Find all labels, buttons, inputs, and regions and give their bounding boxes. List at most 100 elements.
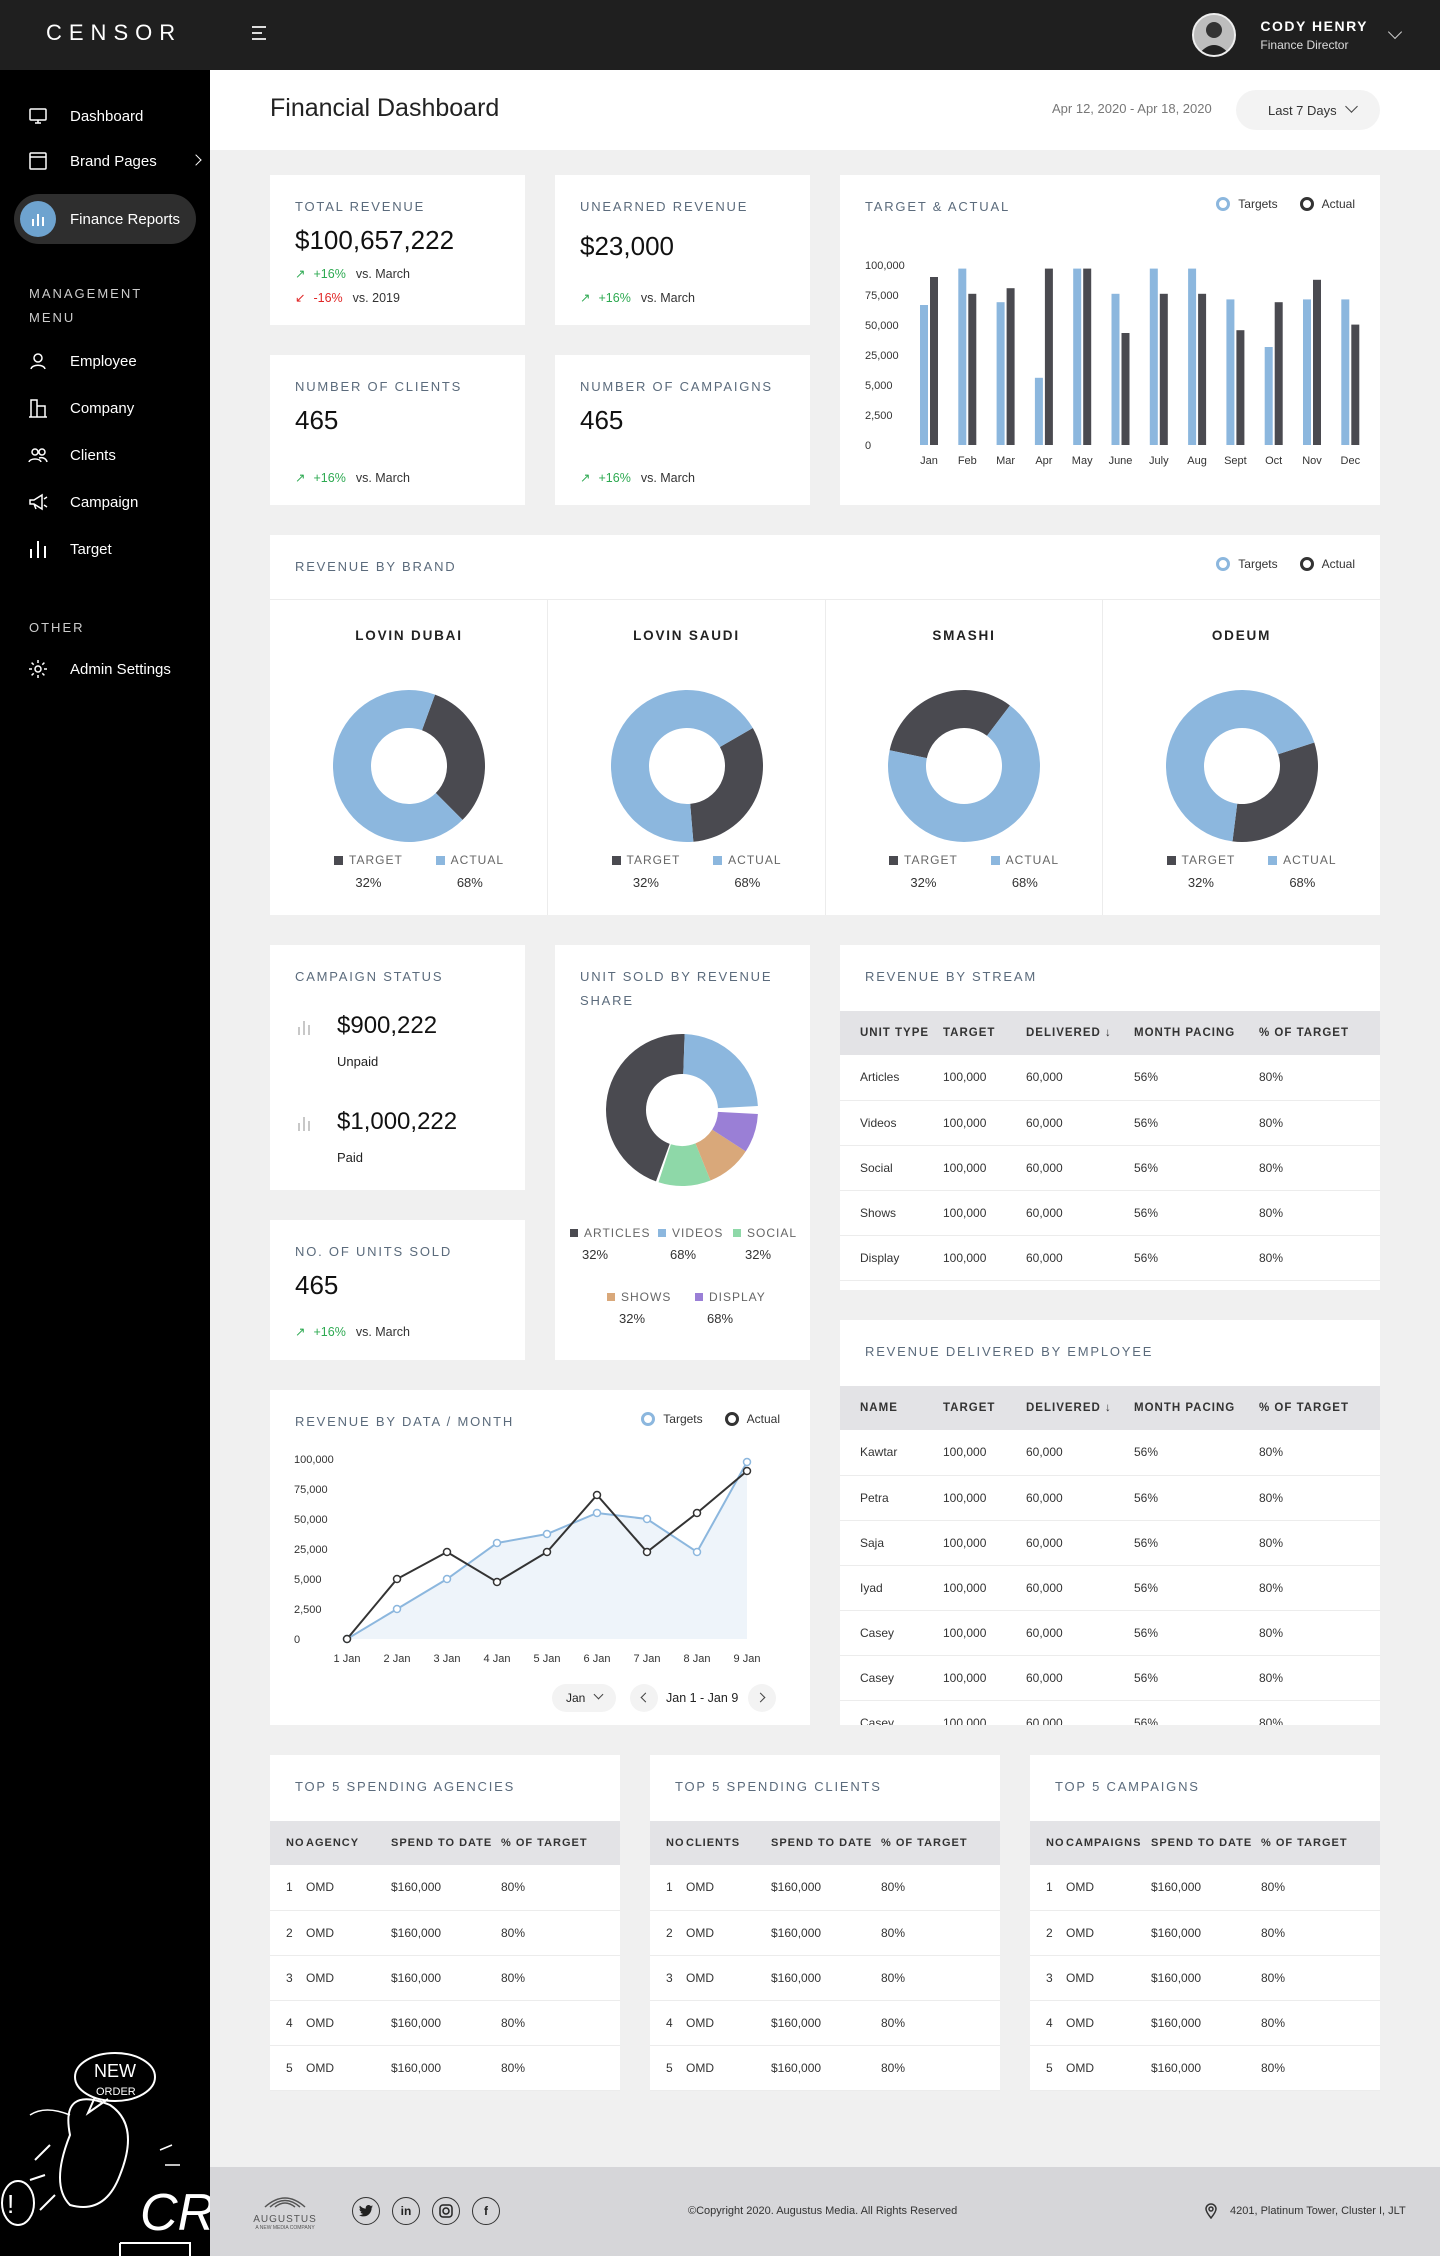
legend-targets[interactable]: Targets bbox=[1216, 197, 1278, 211]
prev-range-button[interactable] bbox=[630, 1684, 658, 1712]
col-delivered[interactable]: DELIVERED ↓ bbox=[1026, 1011, 1134, 1055]
table-cell: $160,000 bbox=[391, 2045, 501, 2091]
other-heading: OTHER bbox=[29, 620, 85, 635]
sidebar-item-employee[interactable]: Employee bbox=[28, 349, 137, 373]
column-header[interactable]: CLIENTS bbox=[686, 1821, 771, 1865]
legend-actual[interactable]: Actual bbox=[1299, 197, 1355, 211]
sidebar-item-finance-reports[interactable]: Finance Reports bbox=[14, 194, 196, 244]
column-header[interactable]: NO bbox=[650, 1821, 686, 1865]
table-row[interactable]: Casey 100,000 60,000 56% 80% bbox=[840, 1700, 1380, 1725]
table-row[interactable]: 2 OMD $160,000 80% bbox=[650, 1910, 1000, 1956]
donut-slice-target bbox=[889, 690, 1010, 759]
user-menu[interactable]: CODY HENRY Finance Director bbox=[1192, 12, 1403, 58]
legend-label: DISPLAY bbox=[709, 1290, 766, 1304]
table-row[interactable]: Petra 100,000 60,000 56% 80% bbox=[840, 1475, 1380, 1521]
avatar bbox=[1192, 13, 1237, 57]
trend-up-icon: ↗ bbox=[580, 291, 591, 305]
table-row[interactable]: 4 OMD $160,000 80% bbox=[1030, 2000, 1380, 2046]
sidebar-item-admin-settings[interactable]: Admin Settings bbox=[28, 657, 171, 681]
table-cell: 80% bbox=[881, 1955, 1000, 2001]
col-pct-target[interactable]: % OF TARGET bbox=[1259, 1386, 1380, 1430]
table-row[interactable]: 2 OMD $160,000 80% bbox=[1030, 1910, 1380, 1956]
chevron-down-icon[interactable] bbox=[1345, 100, 1358, 113]
hamburger-menu-icon[interactable] bbox=[252, 22, 274, 48]
table-row[interactable]: 1 OMD $160,000 80% bbox=[270, 1865, 620, 1911]
chevron-down-icon[interactable] bbox=[1387, 24, 1403, 40]
legend-actual[interactable]: Actual bbox=[724, 1412, 780, 1426]
employee-cell: Petra bbox=[840, 1475, 943, 1521]
col-unit-type[interactable]: UNIT TYPE bbox=[840, 1011, 943, 1055]
column-header[interactable]: SPEND TO DATE bbox=[1151, 1821, 1261, 1865]
legend-value: 32% bbox=[910, 875, 937, 890]
table-row[interactable]: 4 OMD $160,000 80% bbox=[270, 2000, 620, 2046]
col-target[interactable]: TARGET bbox=[943, 1011, 1026, 1055]
table-row[interactable]: 1 OMD $160,000 80% bbox=[1030, 1865, 1380, 1911]
legend-targets[interactable]: Targets bbox=[1216, 557, 1278, 571]
table-cell: $160,000 bbox=[1151, 2045, 1261, 2091]
table-row[interactable]: Iyad 100,000 60,000 56% 80% bbox=[840, 1565, 1380, 1611]
table-row[interactable]: 2 OMD $160,000 80% bbox=[270, 1910, 620, 1956]
facebook-icon[interactable]: f bbox=[472, 2197, 500, 2225]
sidebar-item-brand-pages[interactable]: Brand Pages bbox=[28, 149, 202, 173]
column-header[interactable]: NO bbox=[270, 1821, 306, 1865]
table-row[interactable]: Articles 100,000 60,000 56% 80% bbox=[840, 1055, 1380, 1101]
table-row[interactable]: 5 OMD $160,000 80% bbox=[650, 2045, 1000, 2091]
col-month-pacing[interactable]: MONTH PACING bbox=[1134, 1386, 1259, 1430]
window-icon bbox=[28, 151, 48, 171]
legend-targets[interactable]: Targets bbox=[641, 1412, 703, 1426]
table-row[interactable]: Shows 100,000 60,000 56% 80% bbox=[840, 1190, 1380, 1236]
column-header[interactable]: SPEND TO DATE bbox=[391, 1821, 501, 1865]
table-row[interactable]: 5 OMD $160,000 80% bbox=[1030, 2045, 1380, 2091]
table-row[interactable]: Videos 100,000 60,000 56% 80% bbox=[840, 1100, 1380, 1146]
col-target[interactable]: TARGET bbox=[943, 1386, 1026, 1430]
column-header[interactable]: CAMPAIGNS bbox=[1066, 1821, 1151, 1865]
footer-logo[interactable]: AUGUSTUS A NEW MEDIA COMPANY bbox=[250, 2189, 320, 2231]
column-header[interactable]: NO bbox=[1030, 1821, 1066, 1865]
trend-pct: +16% bbox=[598, 470, 631, 485]
column-header[interactable]: AGENCY bbox=[306, 1821, 391, 1865]
employee-cell: Casey bbox=[840, 1610, 943, 1656]
legend-actual[interactable]: Actual bbox=[1299, 557, 1355, 571]
table-row[interactable]: Casey 100,000 60,000 56% 80% bbox=[840, 1655, 1380, 1701]
sidebar-item-campaign[interactable]: Campaign bbox=[28, 490, 138, 514]
app-logo[interactable]: CENSOR bbox=[46, 20, 183, 45]
sidebar-item-clients[interactable]: Clients bbox=[28, 443, 116, 467]
month-select[interactable]: Jan bbox=[552, 1684, 616, 1712]
table-row[interactable]: 5 OMD $160,000 80% bbox=[270, 2045, 620, 2091]
employee-cell: 100,000 bbox=[943, 1700, 1026, 1725]
sidebar-item-target[interactable]: Target bbox=[28, 537, 112, 561]
col-pct-target[interactable]: % OF TARGET bbox=[1259, 1011, 1380, 1055]
table-row[interactable]: Casey 100,000 60,000 56% 80% bbox=[840, 1610, 1380, 1656]
chevron-down-icon bbox=[593, 1689, 604, 1700]
twitter-icon[interactable] bbox=[352, 2197, 380, 2225]
column-header[interactable]: % OF TARGET bbox=[501, 1821, 620, 1865]
legend-label: ACTUAL bbox=[450, 853, 504, 867]
bar-target bbox=[1264, 347, 1273, 445]
table-row[interactable]: 3 OMD $160,000 80% bbox=[270, 1955, 620, 2001]
table-row[interactable]: 4 OMD $160,000 80% bbox=[650, 2000, 1000, 2046]
next-range-button[interactable] bbox=[748, 1684, 776, 1712]
paid-value: $1,000,222 bbox=[337, 1108, 458, 1135]
legend-item: TARGET 32% bbox=[334, 853, 403, 890]
column-header[interactable]: SPEND TO DATE bbox=[771, 1821, 881, 1865]
sidebar-item-company[interactable]: Company bbox=[28, 396, 134, 420]
table-row[interactable]: Social 100,000 60,000 56% 80% bbox=[840, 1145, 1380, 1191]
range-select[interactable]: Last 7 Days bbox=[1236, 90, 1380, 130]
linkedin-icon[interactable]: in bbox=[392, 2197, 420, 2225]
col-name[interactable]: NAME bbox=[840, 1386, 943, 1430]
column-header[interactable]: % OF TARGET bbox=[1261, 1821, 1380, 1865]
column-header[interactable]: % OF TARGET bbox=[881, 1821, 1000, 1865]
table-row[interactable]: Kawtar 100,000 60,000 56% 80% bbox=[840, 1430, 1380, 1476]
table-row[interactable]: Display 100,000 60,000 56% 80% bbox=[840, 1235, 1380, 1281]
legend-item: ACTUAL 68% bbox=[990, 853, 1059, 890]
sidebar-item-dashboard[interactable]: Dashboard bbox=[28, 104, 143, 128]
card-title: UNEARNED REVENUE bbox=[580, 199, 749, 214]
instagram-icon[interactable] bbox=[432, 2197, 460, 2225]
col-month-pacing[interactable]: MONTH PACING bbox=[1134, 1011, 1259, 1055]
chevron-right-icon[interactable] bbox=[190, 154, 202, 166]
col-delivered[interactable]: DELIVERED ↓ bbox=[1026, 1386, 1134, 1430]
table-row[interactable]: 3 OMD $160,000 80% bbox=[650, 1955, 1000, 2001]
table-row[interactable]: 1 OMD $160,000 80% bbox=[650, 1865, 1000, 1911]
table-row[interactable]: Saja 100,000 60,000 56% 80% bbox=[840, 1520, 1380, 1566]
table-row[interactable]: 3 OMD $160,000 80% bbox=[1030, 1955, 1380, 2001]
